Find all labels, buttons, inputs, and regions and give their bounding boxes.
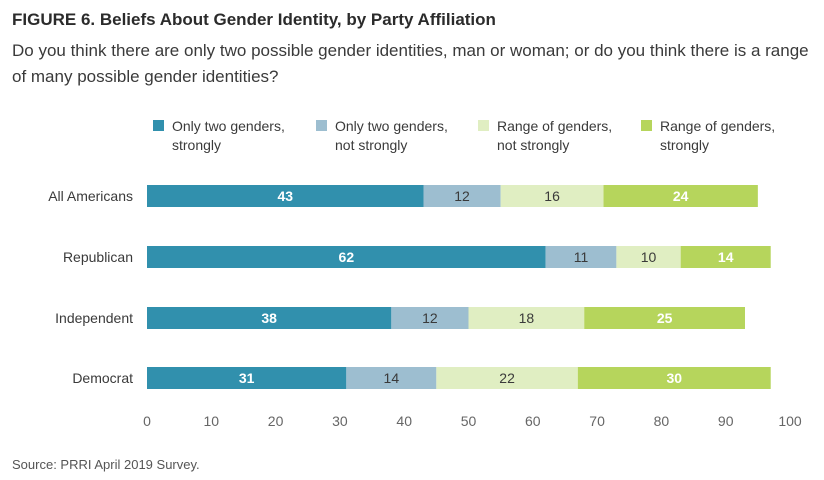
x-tick-label: 30 xyxy=(332,413,348,429)
bar-segment xyxy=(680,246,771,268)
legend-swatch xyxy=(153,120,164,131)
data-label: 30 xyxy=(666,370,682,386)
legend-label: not strongly xyxy=(335,137,407,153)
category-label: Democrat xyxy=(72,370,133,386)
chart-legend: Only two genders, strongly Only two gender… xyxy=(153,118,775,153)
x-tick-label: 50 xyxy=(461,413,477,429)
category-label: Republican xyxy=(63,249,133,265)
data-label: 12 xyxy=(454,188,470,204)
chart-subtitle: Do you think there are only two possible… xyxy=(12,41,809,86)
legend-label: strongly xyxy=(172,137,221,153)
bar-segment xyxy=(147,367,347,389)
chart-labels: All Americans 43 12 16 24 Republican 62 11 10 14 I… xyxy=(48,188,734,386)
x-tick-label: 20 xyxy=(268,413,284,429)
x-tick-label: 70 xyxy=(589,413,605,429)
data-label: 22 xyxy=(499,370,515,386)
data-label: 11 xyxy=(574,249,589,265)
bar-segment xyxy=(545,246,617,268)
data-label: 10 xyxy=(641,249,657,265)
x-tick-label: 100 xyxy=(778,413,802,429)
bar-segment xyxy=(147,246,546,268)
chart-bars xyxy=(147,185,771,389)
data-label: 43 xyxy=(277,188,293,204)
x-axis: 0 10 20 30 40 50 60 70 80 90 100 xyxy=(143,413,802,429)
data-label: 25 xyxy=(657,310,673,326)
data-label: 38 xyxy=(261,310,277,326)
data-label: 14 xyxy=(384,370,400,386)
legend-swatch xyxy=(478,120,489,131)
data-label: 18 xyxy=(519,310,535,326)
bar-segment xyxy=(147,185,424,207)
category-label: All Americans xyxy=(48,188,133,204)
legend-label: Only two genders, xyxy=(335,118,448,134)
legend-label: Range of genders, xyxy=(660,118,775,134)
bar-segment xyxy=(346,367,437,389)
x-tick-label: 90 xyxy=(718,413,734,429)
bar-segment xyxy=(584,307,745,329)
bar-segment xyxy=(468,307,585,329)
legend-label: strongly xyxy=(660,137,709,153)
bar-segment xyxy=(423,185,501,207)
legend-label: not strongly xyxy=(497,137,569,153)
data-label: 16 xyxy=(544,188,560,204)
bar-segment xyxy=(500,185,604,207)
category-label: Independent xyxy=(55,310,133,326)
legend-swatch xyxy=(641,120,652,131)
data-label: 24 xyxy=(673,188,689,204)
legend-swatch xyxy=(316,120,327,131)
bar-segment xyxy=(436,367,578,389)
bar-segment xyxy=(603,185,758,207)
data-label: 14 xyxy=(718,249,734,265)
bar-segment xyxy=(391,307,469,329)
bar-segment xyxy=(616,246,681,268)
data-label: 62 xyxy=(339,249,355,265)
bar-segment xyxy=(147,307,392,329)
data-label: 12 xyxy=(422,310,438,326)
x-tick-label: 40 xyxy=(396,413,412,429)
source-note: Source: PRRI April 2019 Survey. xyxy=(12,457,200,472)
legend-label: Range of genders, xyxy=(497,118,612,134)
legend-label: Only two genders, xyxy=(172,118,285,134)
data-label: 31 xyxy=(239,370,255,386)
chart-title: FIGURE 6. Beliefs About Gender Identity,… xyxy=(12,10,496,29)
bar-segment xyxy=(577,367,771,389)
x-tick-label: 0 xyxy=(143,413,151,429)
x-tick-label: 80 xyxy=(654,413,670,429)
x-tick-label: 10 xyxy=(204,413,220,429)
x-tick-label: 60 xyxy=(525,413,541,429)
